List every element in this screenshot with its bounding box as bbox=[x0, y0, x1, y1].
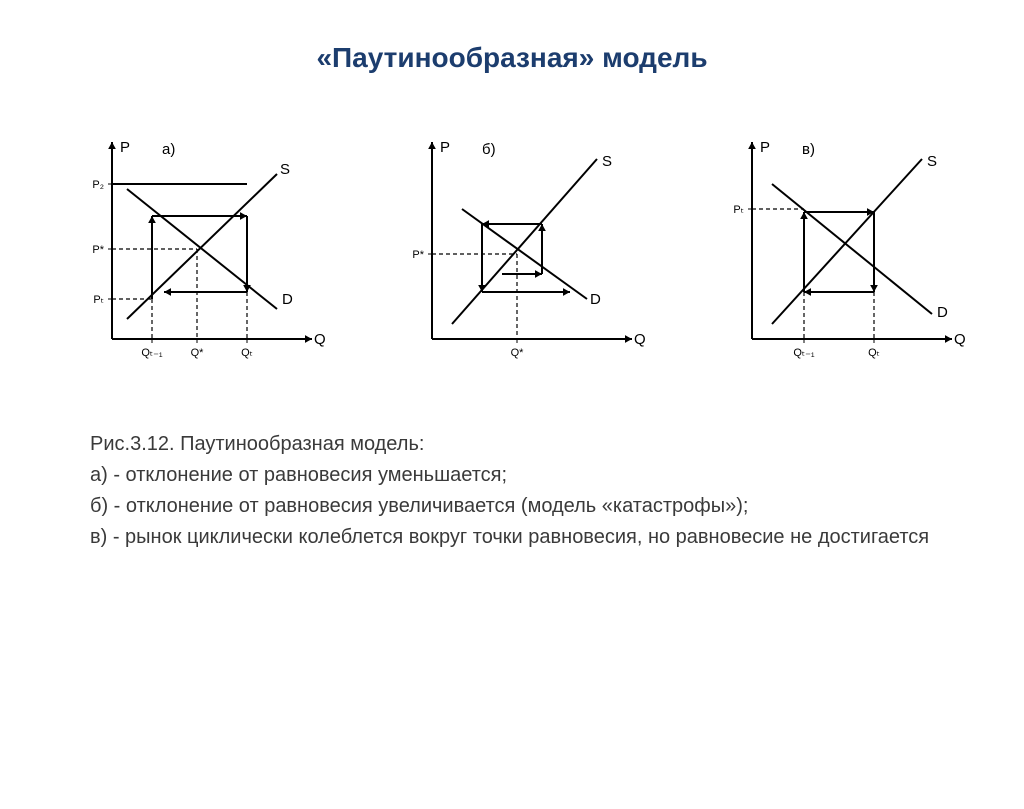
page-title: «Паутинообразная» модель bbox=[0, 42, 1024, 74]
svg-text:Q*: Q* bbox=[191, 347, 205, 359]
svg-text:P: P bbox=[760, 139, 770, 156]
svg-text:Qₜ: Qₜ bbox=[241, 347, 253, 359]
svg-text:Qₜ: Qₜ bbox=[868, 347, 880, 359]
svg-text:S: S bbox=[602, 153, 612, 170]
svg-text:а): а) bbox=[162, 141, 175, 158]
svg-text:Qₜ₋₁: Qₜ₋₁ bbox=[793, 347, 815, 359]
chart-c: P Qв) Pₜ Qₜ₋₁ Qₜ S D bbox=[692, 124, 972, 389]
svg-text:D: D bbox=[282, 291, 293, 308]
svg-text:Pₜ: Pₜ bbox=[93, 294, 104, 306]
svg-text:б): б) bbox=[482, 141, 496, 158]
chart-svg: P Qб) P* Q* S D bbox=[372, 124, 652, 384]
svg-text:S: S bbox=[927, 153, 937, 170]
chart-svg: P Qа) P₂ P* Pₜ Qₜ₋₁ Q* Qₜ S D bbox=[52, 124, 332, 384]
svg-text:P: P bbox=[440, 139, 450, 156]
svg-text:Q: Q bbox=[634, 331, 646, 348]
caption-line-a: а) - отклонение от равновесия уменьшаетс… bbox=[90, 460, 964, 491]
caption-line-c: в) - рынок циклически колеблется вокруг … bbox=[90, 522, 964, 553]
svg-text:D: D bbox=[937, 304, 948, 321]
svg-text:в): в) bbox=[802, 141, 815, 158]
caption-heading: Рис.3.12. Паутинообразная модель: bbox=[90, 429, 964, 460]
svg-text:Q: Q bbox=[314, 331, 326, 348]
svg-text:P₂: P₂ bbox=[92, 179, 104, 191]
chart-b: P Qб) P* Q* S D bbox=[372, 124, 652, 389]
svg-text:D: D bbox=[590, 291, 601, 308]
caption-line-b: б) - отклонение от равновесия увеличивае… bbox=[90, 491, 964, 522]
chart-svg: P Qв) Pₜ Qₜ₋₁ Qₜ S D bbox=[692, 124, 972, 384]
charts-row: P Qа) P₂ P* Pₜ Qₜ₋₁ Q* Qₜ S D P Qб) P* Q* S D P Qв) Pₜ Qₜ… bbox=[0, 124, 1024, 389]
svg-text:S: S bbox=[280, 161, 290, 178]
figure-caption: Рис.3.12. Паутинообразная модель: а) - о… bbox=[0, 429, 1024, 553]
svg-text:Q: Q bbox=[954, 331, 966, 348]
svg-text:Pₜ: Pₜ bbox=[733, 204, 744, 216]
svg-text:P: P bbox=[120, 139, 130, 156]
svg-text:P*: P* bbox=[412, 249, 424, 261]
chart-a: P Qа) P₂ P* Pₜ Qₜ₋₁ Q* Qₜ S D bbox=[52, 124, 332, 389]
svg-text:Qₜ₋₁: Qₜ₋₁ bbox=[141, 347, 163, 359]
svg-text:Q*: Q* bbox=[511, 347, 525, 359]
svg-text:P*: P* bbox=[92, 244, 104, 256]
